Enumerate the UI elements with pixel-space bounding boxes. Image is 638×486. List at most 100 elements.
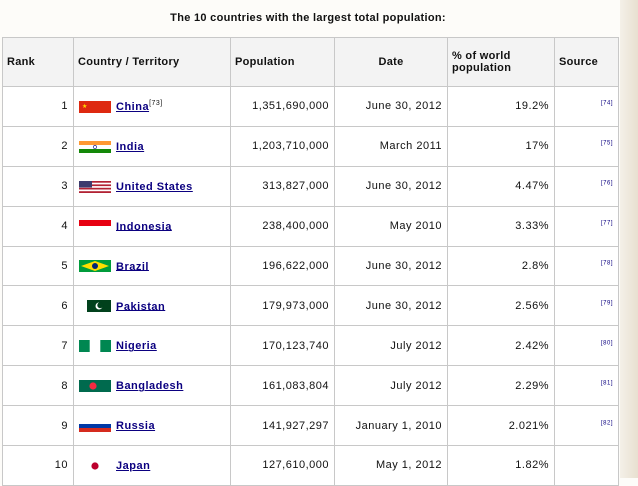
header-source[interactable]: Source (554, 37, 619, 87)
date-cell: June 30, 2012 (334, 86, 448, 127)
country-cell: Japan (73, 445, 231, 486)
percent-cell: 2.56% (447, 285, 555, 327)
table-row: 3 United States 313,827,000 June 30, 2012 4.… (2, 165, 619, 207)
china-flag-icon: ★ (79, 100, 111, 113)
source-cell: [80] (554, 325, 619, 367)
source-cell: [75] (554, 125, 619, 167)
country-link[interactable]: United States (116, 180, 193, 193)
date-cell: June 30, 2012 (334, 165, 448, 207)
table-row: 8 Bangladesh 161,083,804 July 2012 2.29% [81] (2, 365, 619, 407)
country-cell: Nigeria (73, 325, 231, 367)
population-cell: 179,973,000 (230, 285, 335, 327)
source-citation-link[interactable]: [78] (600, 260, 613, 267)
population-cell: 170,123,740 (230, 325, 335, 367)
header-date[interactable]: Date (334, 37, 448, 87)
background-strip (620, 0, 638, 478)
country-cell: United States (73, 165, 231, 207)
table-row: 4 Indonesia 238,400,000 May 2010 3.33% [77] (2, 205, 619, 247)
country-link[interactable]: Indonesia (116, 220, 172, 233)
percent-cell: 2.29% (447, 365, 555, 407)
percent-cell: 3.33% (447, 205, 555, 247)
country-link[interactable]: Bangladesh (116, 380, 184, 393)
rank-cell: 8 (2, 365, 74, 407)
source-citation-link[interactable]: [79] (600, 300, 613, 307)
source-citation-link[interactable]: [76] (600, 180, 613, 187)
country-citation[interactable]: [73] (149, 100, 163, 108)
population-cell: 127,610,000 (230, 445, 335, 486)
date-cell: July 2012 (334, 365, 448, 407)
rank-cell: 5 (2, 245, 74, 287)
percent-cell: 17% (447, 125, 555, 167)
date-cell: May 2010 (334, 205, 448, 247)
usa-flag-icon (79, 180, 111, 193)
brazil-flag-icon (79, 260, 111, 273)
table-caption: The 10 countries with the largest total … (170, 12, 446, 24)
table-row: 10 Japan 127,610,000 May 1, 2012 1.82% (2, 445, 619, 486)
rank-cell: 10 (2, 445, 74, 486)
rank-cell: 3 (2, 165, 74, 207)
percent-cell: 4.47% (447, 165, 555, 207)
percent-cell: 19.2% (447, 86, 555, 127)
percent-cell: 2.021% (447, 405, 555, 447)
table-row: 2 India 1,203,710,000 March 2011 17% [75] (2, 125, 619, 167)
country-link[interactable]: Brazil (116, 260, 149, 273)
date-cell: June 30, 2012 (334, 245, 448, 287)
country-link[interactable]: Pakistan (116, 300, 166, 313)
country-cell: India (73, 125, 231, 167)
date-cell: March 2011 (334, 125, 448, 167)
source-cell: [82] (554, 405, 619, 447)
country-link[interactable]: Nigeria (116, 340, 157, 353)
population-cell: 1,351,690,000 (230, 86, 335, 127)
header-country[interactable]: Country / Territory (73, 37, 231, 87)
source-cell: [74] (554, 86, 619, 127)
source-citation-link[interactable]: [77] (600, 220, 613, 227)
country-link[interactable]: China (116, 100, 150, 113)
source-citation-link[interactable]: [75] (600, 140, 613, 147)
date-cell: July 2012 (334, 325, 448, 367)
source-citation-link[interactable]: [80] (600, 340, 613, 347)
source-citation-link[interactable]: [81] (600, 380, 613, 387)
rank-cell: 6 (2, 285, 74, 327)
country-link[interactable]: Russia (116, 419, 156, 432)
header-rank[interactable]: Rank (2, 37, 74, 87)
date-cell: June 30, 2012 (334, 285, 448, 327)
country-cell: Indonesia (73, 205, 231, 247)
india-flag-icon (79, 140, 111, 153)
population-cell: 141,927,297 (230, 405, 335, 447)
russia-flag-icon (79, 419, 111, 432)
rank-cell: 1 (2, 86, 74, 127)
header-percent[interactable]: % of world population (447, 37, 555, 87)
source-citation-link[interactable]: [74] (600, 100, 613, 107)
source-cell: [77] (554, 205, 619, 247)
pakistan-flag-icon (79, 300, 111, 313)
nigeria-flag-icon (79, 340, 111, 353)
source-cell: [78] (554, 245, 619, 287)
percent-cell: 1.82% (447, 445, 555, 486)
header-population[interactable]: Population (230, 37, 335, 87)
population-table: Rank Country / Territory Population Date… (2, 37, 619, 486)
country-link[interactable]: India (116, 140, 145, 153)
source-cell (554, 445, 619, 486)
country-cell: Pakistan (73, 285, 231, 327)
table-row: 6 Pakistan 179,973,000 June 30, 2012 2.56% [7… (2, 285, 619, 327)
source-cell: [76] (554, 165, 619, 207)
rank-cell: 9 (2, 405, 74, 447)
source-cell: [79] (554, 285, 619, 327)
japan-flag-icon (79, 459, 111, 472)
country-cell: Bangladesh (73, 365, 231, 407)
country-cell: Brazil (73, 245, 231, 287)
date-cell: May 1, 2012 (334, 445, 448, 486)
svg-text:★: ★ (82, 103, 88, 110)
country-cell: Russia (73, 405, 231, 447)
population-cell: 161,083,804 (230, 365, 335, 407)
rank-cell: 7 (2, 325, 74, 367)
percent-cell: 2.8% (447, 245, 555, 287)
table-row: 9 Russia 141,927,297 January 1, 2010 2.021% [… (2, 405, 619, 447)
table-row: 5 Brazil 196,622,000 June 30, 2012 2.8% [78] (2, 245, 619, 287)
table-header-row: Rank Country / Territory Population Date… (2, 37, 619, 87)
country-link[interactable]: Japan (116, 459, 151, 472)
source-citation-link[interactable]: [82] (600, 419, 613, 426)
bangladesh-flag-icon (79, 380, 111, 393)
country-cell: ★ China[73] (73, 86, 231, 127)
population-cell: 196,622,000 (230, 245, 335, 287)
